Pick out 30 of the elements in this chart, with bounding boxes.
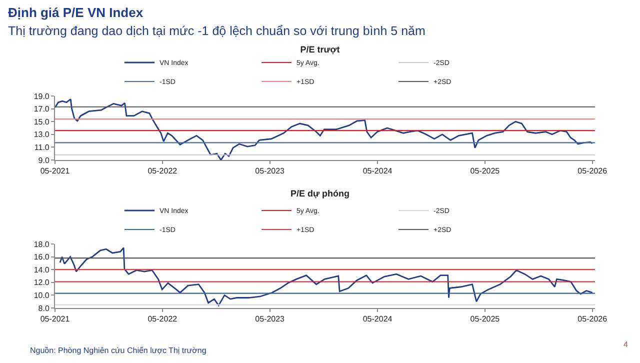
x-tick-label: 05-2021: [40, 314, 70, 324]
y-tick-label: 12.0: [34, 278, 50, 288]
text: 4: [624, 340, 628, 349]
y-tick-label: 18.0: [34, 240, 50, 249]
x-tick-label: 05-2025: [470, 166, 500, 176]
y-tick-label: 9.0: [38, 156, 50, 165]
x-tick-label: 05-2023: [255, 314, 286, 324]
y-tick-label: 8.0: [38, 304, 50, 313]
y-tick-label: 11.0: [34, 143, 50, 152]
y-tick-label: 19.0: [34, 92, 50, 101]
chart-title: P/E trượt: [300, 44, 340, 55]
y-tick-label: 13.0: [34, 130, 50, 140]
x-tick-label: 05-2026: [578, 314, 608, 324]
y-tick-label: 15.0: [34, 117, 50, 126]
x-tick-label: 05-2026: [578, 166, 608, 176]
x-tick-label: 05-2024: [362, 166, 393, 176]
y-tick-label: 16.0: [34, 252, 50, 262]
x-tick-label: 05-2024: [362, 314, 393, 324]
y-tick-label: 17.0: [34, 104, 50, 114]
x-tick-label: 05-2025: [470, 314, 500, 324]
text: Thị trường đang dao dịch tại mức -1 độ lệch chuẩn so với trung bình 5 năm: [8, 24, 426, 38]
x-tick-label: 05-2022: [148, 166, 178, 176]
x-tick-label: 05-2022: [148, 314, 178, 324]
text: Nguồn: Phòng Nghiên cứu Chiến lược Thị trường: [30, 346, 206, 355]
y-tick-label: 10.0: [34, 291, 50, 300]
x-tick-label: 05-2021: [40, 166, 70, 176]
y-tick-label: 14.0: [34, 265, 50, 274]
text: Định giá P/E VN Index: [8, 5, 144, 20]
chart-title: P/E dự phóng: [290, 188, 350, 199]
x-tick-label: 05-2023: [255, 166, 286, 176]
